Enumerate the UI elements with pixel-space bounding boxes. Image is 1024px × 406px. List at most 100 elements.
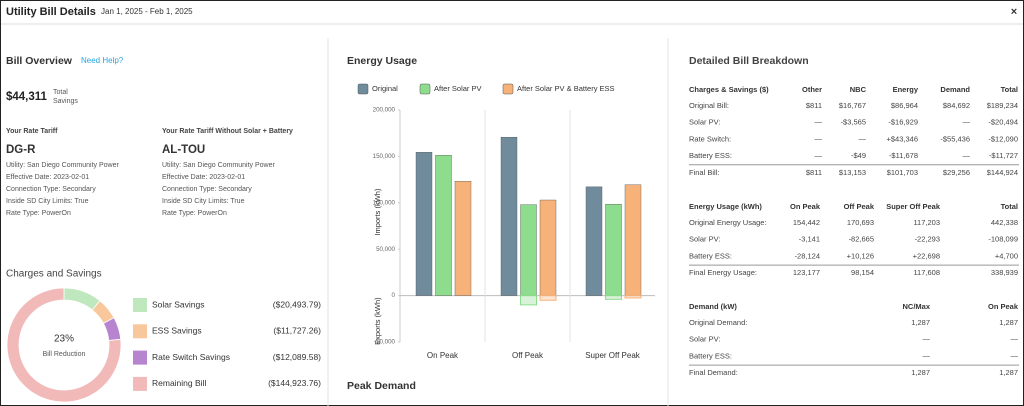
close-button[interactable]: × bbox=[1011, 6, 1017, 18]
legend-value: ($12,089.58) bbox=[273, 352, 321, 362]
tariff-detail: Rate Type: PowerOn bbox=[6, 210, 71, 217]
bar bbox=[624, 184, 642, 296]
help-link[interactable]: Need Help? bbox=[81, 56, 124, 65]
donut-segment bbox=[6, 287, 122, 403]
tariff-name: DG-R bbox=[6, 144, 36, 156]
table-cell: -$11,727 bbox=[989, 151, 1018, 160]
section-title: Peak Demand bbox=[347, 380, 416, 392]
tariff-label: Your Rate Tariff Without Solar + Battery bbox=[162, 128, 293, 135]
table-cell: -108,099 bbox=[988, 235, 1018, 244]
section-title: Detailed Bill Breakdown bbox=[689, 55, 809, 67]
table-cell: $144,924 bbox=[987, 168, 1018, 177]
table-cell: +$43,346 bbox=[887, 134, 919, 143]
table-cell: — bbox=[1011, 351, 1019, 360]
y-tick-label: 100,000 bbox=[373, 199, 396, 206]
y-tick-label: 150,000 bbox=[373, 153, 396, 160]
column-header: Demand bbox=[940, 85, 970, 94]
table-cell: 117,608 bbox=[913, 268, 940, 277]
table-cell: -82,665 bbox=[849, 235, 874, 244]
table-cell: $811 bbox=[806, 168, 822, 177]
table-cell: $16,767 bbox=[839, 101, 866, 110]
bar bbox=[435, 154, 452, 296]
tariff-name: AL-TOU bbox=[162, 144, 205, 156]
table-cell: 1,287 bbox=[999, 368, 1018, 377]
table-cell: +4,700 bbox=[995, 251, 1018, 260]
table-cell: 442,338 bbox=[991, 218, 1018, 227]
y-tick-label: 0 bbox=[392, 292, 396, 299]
table-cell: — bbox=[963, 151, 971, 160]
tariff-detail: Rate Type: PowerOn bbox=[162, 210, 227, 217]
table-cell: $101,703 bbox=[887, 168, 918, 177]
date-range: Jan 1, 2025 - Feb 1, 2025 bbox=[101, 7, 193, 16]
table-cell: $84,692 bbox=[943, 101, 970, 110]
table-cell: -$55,436 bbox=[940, 134, 970, 143]
legend-swatch bbox=[502, 83, 514, 95]
tariff-detail: Utility: San Diego Community Power bbox=[162, 162, 275, 169]
column-header: Other bbox=[802, 85, 822, 94]
donut-center-label: Bill Reduction bbox=[43, 351, 86, 358]
column-header: Energy Usage (kWh) bbox=[689, 202, 762, 211]
table-cell: Battery ESS: bbox=[689, 351, 732, 360]
table-cell: 1,287 bbox=[911, 368, 930, 377]
legend-label: Rate Switch Savings bbox=[152, 352, 230, 362]
section-title: Bill Overview bbox=[6, 55, 73, 67]
table-cell: Solar PV: bbox=[689, 235, 720, 244]
column-header: Charges & Savings ($) bbox=[689, 85, 769, 94]
y-tick-label: 200,000 bbox=[373, 107, 396, 114]
table-cell: -3,141 bbox=[799, 235, 820, 244]
table-cell: 123,177 bbox=[793, 268, 820, 277]
table-cell: 1,287 bbox=[999, 318, 1018, 327]
legend-swatch bbox=[357, 83, 369, 95]
export-bar bbox=[624, 295, 642, 299]
legend-swatch bbox=[133, 324, 147, 339]
table-cell: Final Energy Usage: bbox=[689, 268, 757, 277]
modal-title: Utility Bill Details bbox=[6, 6, 96, 18]
y-tick-label: -50,000 bbox=[374, 339, 396, 346]
section-title: Charges and Savings bbox=[6, 269, 102, 280]
tariff-detail: Connection Type: Secondary bbox=[162, 186, 252, 193]
bar bbox=[585, 186, 603, 296]
legend-label: Remaining Bill bbox=[152, 378, 206, 388]
table-cell: — bbox=[963, 118, 971, 127]
tariff-detail: Connection Type: Secondary bbox=[6, 186, 96, 193]
section-title: Energy Usage bbox=[347, 55, 417, 67]
table-cell: — bbox=[859, 134, 867, 143]
column-header: Total bbox=[1001, 85, 1018, 94]
tariff-detail: Inside SD City Limits: True bbox=[162, 198, 245, 205]
column-header: NC/Max bbox=[902, 302, 930, 311]
bar bbox=[539, 199, 557, 296]
column-header: On Peak bbox=[790, 202, 821, 211]
legend-swatch bbox=[133, 350, 147, 365]
table-cell: Battery ESS: bbox=[689, 251, 732, 260]
legend-label: Original bbox=[372, 84, 398, 93]
legend-value: ($144,923.76) bbox=[268, 378, 321, 388]
export-bar bbox=[605, 295, 622, 300]
table-cell: Battery ESS: bbox=[689, 151, 732, 160]
table-cell: Original Bill: bbox=[689, 101, 729, 110]
export-bar bbox=[520, 295, 537, 306]
bar bbox=[415, 152, 433, 296]
table-cell: +22,698 bbox=[913, 251, 940, 260]
y-tick-label: 50,000 bbox=[376, 246, 395, 253]
table-cell: — bbox=[923, 351, 931, 360]
legend-label: ESS Savings bbox=[152, 326, 202, 336]
table-cell: — bbox=[815, 134, 823, 143]
table-cell: -$12,090 bbox=[988, 134, 1018, 143]
table-cell: $86,964 bbox=[891, 101, 918, 110]
table-cell: -$16,929 bbox=[888, 118, 918, 127]
tariff-detail: Effective Date: 2023-02-01 bbox=[162, 174, 245, 181]
table-cell: Final Demand: bbox=[689, 368, 738, 377]
table-cell: — bbox=[923, 335, 931, 344]
table-cell: — bbox=[815, 118, 823, 127]
total-savings: $44,311 bbox=[6, 91, 48, 103]
export-bar bbox=[539, 295, 557, 301]
bar bbox=[605, 203, 622, 296]
table-cell: — bbox=[815, 151, 823, 160]
table-cell: 154,442 bbox=[793, 218, 820, 227]
column-header: Energy bbox=[893, 85, 919, 94]
table-cell: 170,693 bbox=[847, 218, 874, 227]
table-cell: -$20,494 bbox=[988, 118, 1018, 127]
table-cell: -28,124 bbox=[795, 251, 820, 260]
table-cell: Solar PV: bbox=[689, 118, 720, 127]
